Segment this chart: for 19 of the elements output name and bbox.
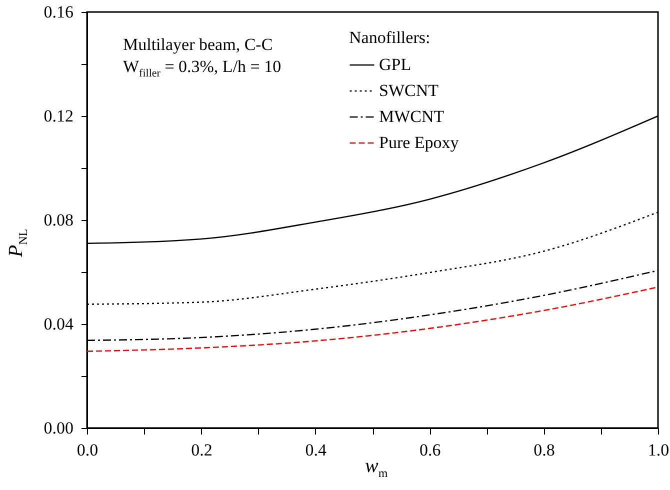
annotation: Multilayer beam, C-C bbox=[123, 35, 273, 54]
y-tick-label: 0.00 bbox=[44, 418, 74, 438]
x-tick-label: 0.6 bbox=[419, 440, 441, 460]
y-tick-label: 0.04 bbox=[44, 314, 74, 334]
x-tick-label: 1.0 bbox=[648, 440, 670, 460]
annotation: W$_{filler}$ = 0.3%, L/h = 10 bbox=[123, 57, 282, 80]
legend-label: GPL bbox=[379, 55, 412, 74]
legend-title: Nanofillers: bbox=[349, 28, 430, 47]
legend-label: Pure Epoxy bbox=[379, 133, 460, 152]
x-tick-label: 0.8 bbox=[534, 440, 555, 460]
x-tick-label: 0.0 bbox=[76, 440, 98, 460]
x-tick-label: 0.4 bbox=[305, 440, 328, 460]
y-tick-label: 0.12 bbox=[44, 106, 74, 126]
x-tick-label: 0.2 bbox=[191, 440, 212, 460]
y-tick-label: 0.08 bbox=[44, 210, 74, 230]
y-tick-label: 0.16 bbox=[44, 2, 74, 22]
legend-label: SWCNT bbox=[379, 81, 440, 100]
legend-label: MWCNT bbox=[379, 107, 445, 126]
x-axis-title: w$_{m}$ bbox=[365, 455, 388, 481]
